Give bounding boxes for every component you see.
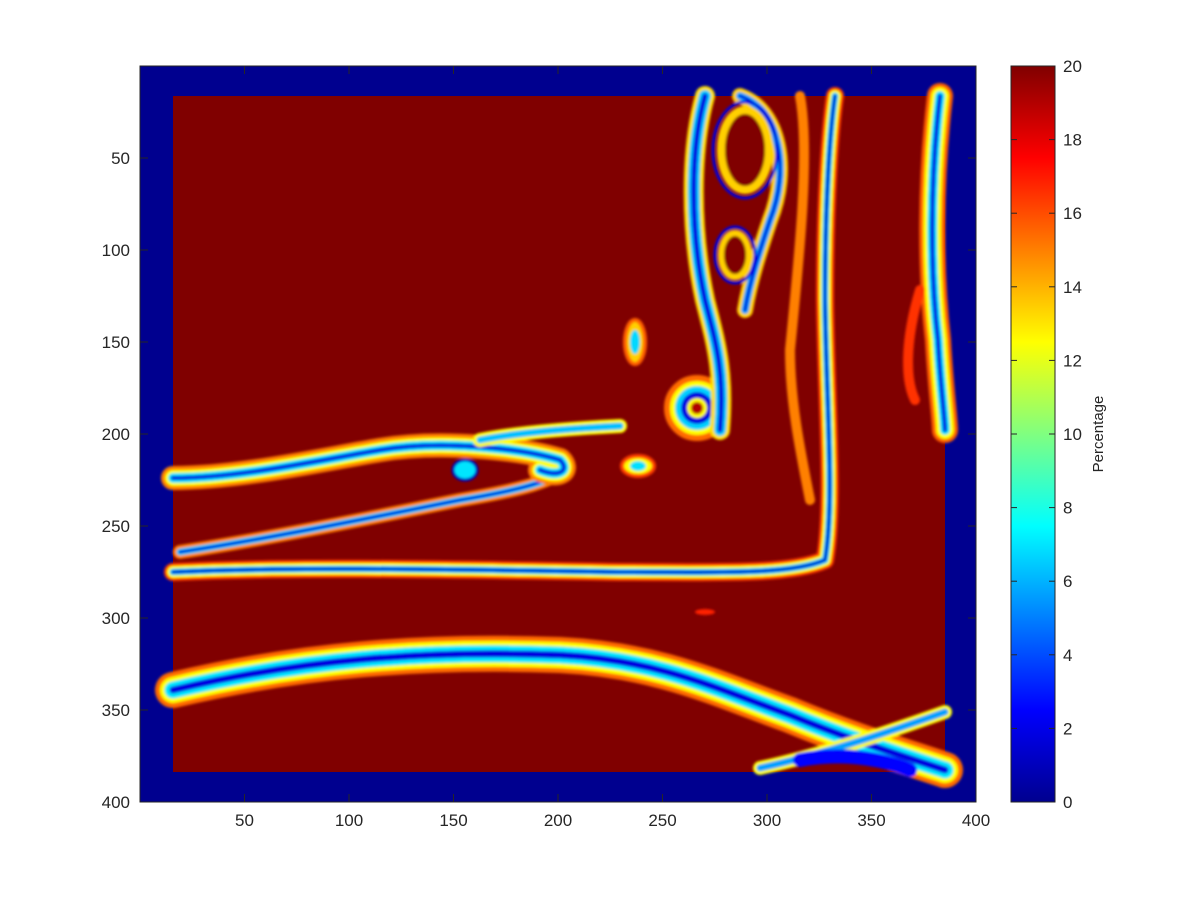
y-tick-label: 350: [102, 701, 130, 720]
y-tick-label: 400: [102, 793, 130, 812]
colorbar-tick-label: 20: [1063, 57, 1082, 76]
band-upper-left: [161, 419, 627, 490]
colorbar-tick-label: 8: [1063, 499, 1072, 518]
y-tick-label: 50: [111, 149, 130, 168]
x-tick-label: 300: [753, 811, 781, 830]
colorbar-ticks: 0 2 4 6 8 10 12 14 16 18 20: [1011, 57, 1082, 812]
x-axis: 50 100 150 200 250 300 350 400: [235, 66, 990, 830]
colorbar-tick-label: 6: [1063, 572, 1072, 591]
colorbar-tick-label: 10: [1063, 425, 1082, 444]
colorbar-tick-label: 0: [1063, 793, 1072, 812]
x-tick-label: 50: [235, 811, 254, 830]
y-axis: 50 100 150 200 250 300 350 400: [102, 149, 976, 812]
heatmap-image: [140, 66, 976, 802]
colorbar-tick-label: 18: [1063, 131, 1082, 150]
x-tick-label: 200: [544, 811, 572, 830]
y-tick-label: 100: [102, 241, 130, 260]
y-tick-label: 150: [102, 333, 130, 352]
x-tick-label: 350: [857, 811, 885, 830]
x-tick-label: 400: [962, 811, 990, 830]
y-tick-label: 300: [102, 609, 130, 628]
colorbar-tick-label: 12: [1063, 351, 1082, 370]
band-upper-vertical: [683, 86, 815, 505]
colorbar-tick-label: 16: [1063, 204, 1082, 223]
x-tick-label: 150: [439, 811, 467, 830]
x-tick-label: 250: [648, 811, 676, 830]
colorbar-label: Percentage: [1090, 396, 1107, 473]
colorbar-tick-label: 2: [1063, 719, 1072, 738]
y-tick-label: 200: [102, 425, 130, 444]
x-tick-label: 100: [335, 811, 363, 830]
colorbar-tick-label: 4: [1063, 646, 1072, 665]
colorbar-tick-label: 14: [1063, 278, 1082, 297]
band-middle: [164, 87, 844, 582]
colorbar: 0 2 4 6 8 10 12 14 16 18 20 Percentage: [1010, 57, 1107, 812]
band-right-edge: [903, 83, 958, 443]
heatmap-features: [155, 83, 963, 788]
y-tick-label: 250: [102, 517, 130, 536]
band-bottom: [155, 635, 963, 788]
colorbar-gradient: [1011, 66, 1055, 802]
